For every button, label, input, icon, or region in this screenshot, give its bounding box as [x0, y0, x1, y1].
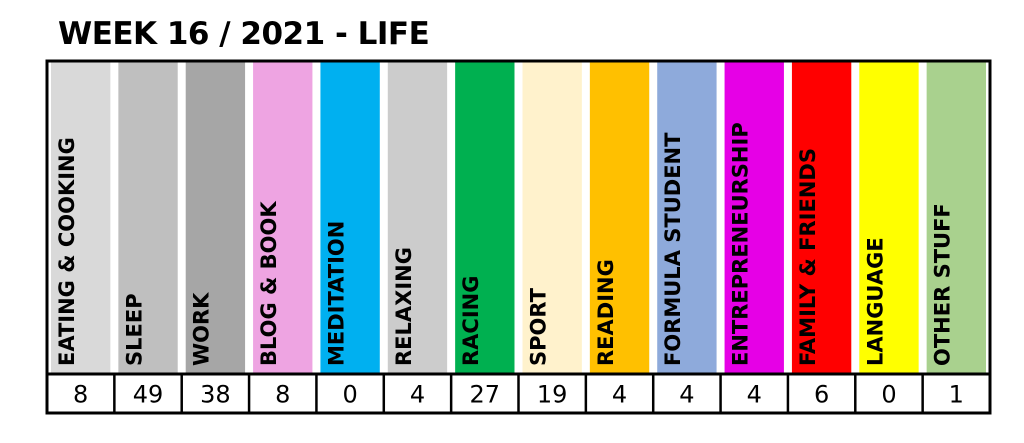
- label-family-and-friends: FAMILY & FRIENDS: [796, 148, 820, 366]
- bar-relaxing: [387, 62, 448, 373]
- value-racing: 27: [470, 381, 501, 409]
- value-reading: 4: [612, 381, 627, 409]
- bar-sport: [522, 62, 582, 373]
- bar-language: [859, 62, 919, 373]
- bars-layer: [51, 62, 986, 373]
- label-sport: SPORT: [527, 287, 551, 366]
- label-eating-and-cooking: EATING & COOKING: [55, 137, 79, 366]
- bar-reading: [589, 62, 650, 373]
- value-sport: 19: [537, 381, 568, 409]
- chart-title: WEEK 16 / 2021 - LIFE: [58, 16, 430, 52]
- bar-meditation: [320, 62, 380, 373]
- bar-formula-student: [657, 62, 717, 373]
- value-sleep: 49: [133, 381, 164, 409]
- value-labels-layer: 8 49 38 8 0 4 27 19 4 4 4 6 0 1: [73, 381, 964, 409]
- value-family-and-friends: 6: [814, 381, 829, 409]
- bar-work: [185, 62, 246, 373]
- bar-blog-and-book: [253, 62, 313, 373]
- value-language: 0: [881, 381, 896, 409]
- label-language: LANGUAGE: [863, 237, 887, 366]
- category-labels-layer: EATING & COOKING SLEEP WORK BLOG & BOOK MEDI…: [55, 122, 955, 366]
- value-eating-and-cooking: 8: [73, 381, 88, 409]
- label-sleep: SLEEP: [122, 293, 146, 366]
- bar-family-and-friends: [791, 62, 852, 373]
- bar-other-stuff: [926, 62, 986, 373]
- label-relaxing: RELAXING: [392, 247, 416, 366]
- label-meditation: MEDITATION: [324, 221, 348, 366]
- value-relaxing: 4: [410, 381, 425, 409]
- bar-racing: [455, 62, 515, 373]
- value-blog-and-book: 8: [275, 381, 290, 409]
- bar-eating-and-cooking: [51, 62, 111, 373]
- table-frame: [45, 59, 992, 415]
- bar-entrepreneurship: [724, 62, 784, 373]
- value-entrepreneurship: 4: [747, 381, 762, 409]
- label-blog-and-book: BLOG & BOOK: [257, 201, 281, 366]
- label-entrepreneurship: ENTREPRENEURSHIP: [729, 122, 753, 366]
- value-meditation: 0: [342, 381, 357, 409]
- value-work: 38: [200, 381, 231, 409]
- label-work: WORK: [190, 292, 214, 366]
- value-other-stuff: 1: [949, 381, 964, 409]
- bar-sleep: [118, 62, 178, 373]
- label-formula-student: FORMULA STUDENT: [661, 132, 685, 366]
- label-racing: RACING: [459, 276, 483, 366]
- label-other-stuff: OTHER STUFF: [931, 203, 955, 366]
- value-formula-student: 4: [679, 381, 694, 409]
- label-reading: READING: [594, 259, 618, 366]
